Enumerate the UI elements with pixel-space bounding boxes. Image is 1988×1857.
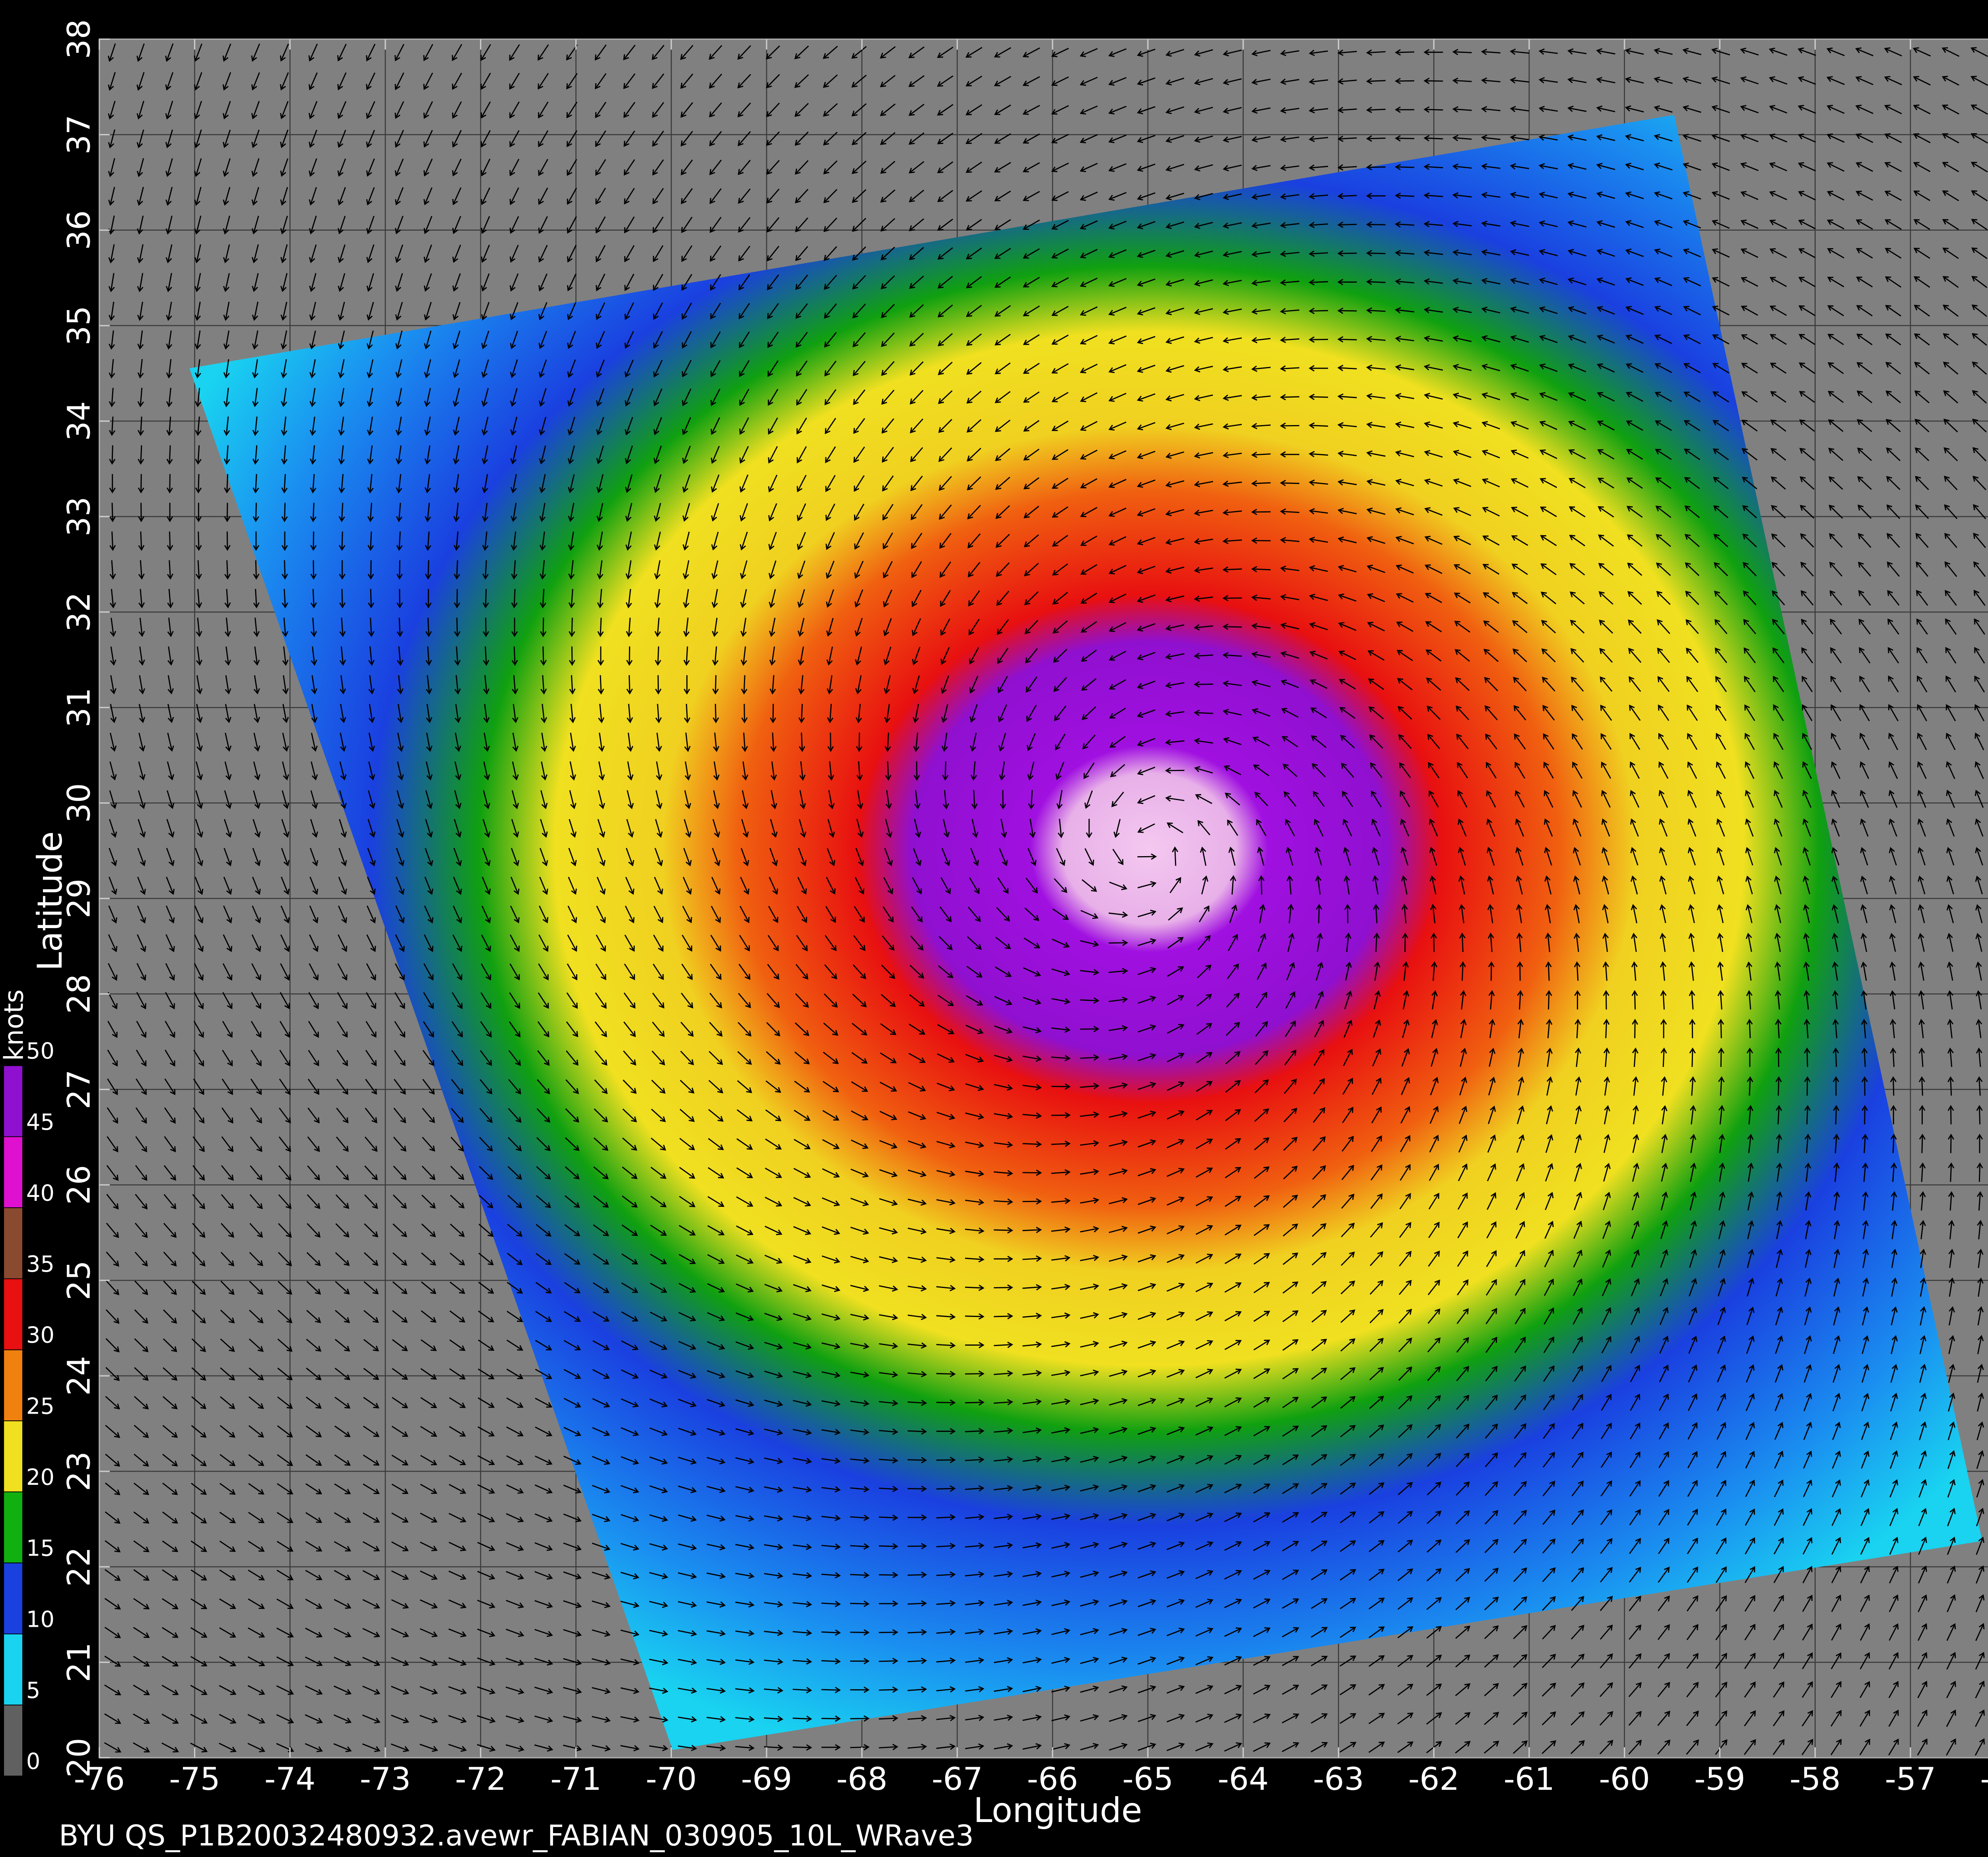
x-tick-label: -60 <box>1599 1761 1650 1797</box>
y-tick-label: 22 <box>60 1547 97 1587</box>
x-tick-label: -66 <box>1027 1761 1078 1797</box>
x-tick-label: -75 <box>169 1761 220 1797</box>
colorbar-swatch <box>4 1136 23 1208</box>
colorbar-swatch <box>4 1278 23 1350</box>
x-tick-label: -74 <box>264 1761 316 1797</box>
colorbar-swatch <box>4 1563 23 1634</box>
x-tick-label: -62 <box>1408 1761 1460 1797</box>
colorbar-tick-label: 10 <box>26 1606 54 1632</box>
wind-arrows <box>104 43 1988 1756</box>
y-tick-label: 35 <box>60 306 97 346</box>
x-tick-label: -59 <box>1694 1761 1745 1797</box>
y-tick-label: 36 <box>60 210 97 250</box>
colorbar-tick-label: 5 <box>26 1678 41 1704</box>
colorbar-tick-label: 35 <box>26 1251 54 1277</box>
colorbar-tick-label: 45 <box>26 1109 54 1135</box>
y-tick-label: 27 <box>60 1070 97 1109</box>
x-tick-label: -65 <box>1122 1761 1174 1797</box>
y-tick-label: 23 <box>60 1451 97 1491</box>
x-tick-label: -70 <box>646 1761 697 1797</box>
x-tick-label: -63 <box>1313 1761 1364 1797</box>
colorbar-swatch <box>4 1421 23 1492</box>
colorbar-label: knots <box>0 989 29 1061</box>
x-tick-label: -72 <box>455 1761 506 1797</box>
y-tick-label: 32 <box>60 592 97 632</box>
colorbar-tick-label: 0 <box>26 1749 41 1775</box>
colorbar-swatch <box>4 1208 23 1279</box>
y-tick-label: 28 <box>60 974 97 1014</box>
colorbar-swatch <box>4 1705 23 1776</box>
colorbar-swatch <box>4 1634 23 1705</box>
wind-swath <box>189 115 1982 1750</box>
y-axis-label: Latitude <box>31 831 70 971</box>
y-tick-label: 25 <box>60 1261 97 1300</box>
y-tick-label: 26 <box>60 1165 97 1205</box>
x-tick-label: -58 <box>1790 1761 1841 1797</box>
colorbar-tick-label: 30 <box>26 1323 54 1348</box>
y-tick-label: 30 <box>60 783 97 823</box>
x-tick-label: -57 <box>1885 1761 1936 1797</box>
colorbar-tick-label: 15 <box>26 1536 54 1562</box>
y-tick-label: 21 <box>60 1642 97 1682</box>
colorbar-tick-label: 40 <box>26 1180 54 1206</box>
colorbar-swatch <box>4 1492 23 1563</box>
y-tick-label: 33 <box>60 497 97 536</box>
x-tick-label: -71 <box>550 1761 602 1797</box>
y-tick-label: 37 <box>60 115 97 154</box>
x-axis-label: Longitude <box>973 1791 1142 1830</box>
y-tick-label: 29 <box>60 878 97 918</box>
x-tick-label: -73 <box>360 1761 411 1797</box>
axes: -76 -75 -74 -73 -72 -71 -70 -69 -68 -67 -66 -65 -64 -… <box>60 19 1988 1797</box>
x-tick-label: -56 <box>1980 1761 1988 1797</box>
colorbar: 0 5 10 15 20 25 30 35 40 45 50 <box>4 1038 54 1777</box>
colorbar-tick-label: 25 <box>26 1393 54 1419</box>
colorbar-tick-label: 20 <box>26 1465 54 1490</box>
y-tick-label: 38 <box>60 19 97 59</box>
y-tick-label: 34 <box>60 401 97 441</box>
y-tick-label: 20 <box>60 1738 97 1777</box>
y-tick-label: 31 <box>60 688 97 727</box>
x-tick-label: -69 <box>741 1761 792 1797</box>
x-tick-label: -76 <box>74 1761 125 1797</box>
x-tick-label: -61 <box>1504 1761 1555 1797</box>
colorbar-tick-label: 50 <box>26 1038 54 1064</box>
colorbar-swatch <box>4 1065 23 1137</box>
x-tick-label: -67 <box>932 1761 983 1797</box>
y-tick-label: 24 <box>60 1356 97 1396</box>
x-tick-label: -68 <box>836 1761 887 1797</box>
colorbar-swatch <box>4 1350 23 1421</box>
title: BYU QS_P1B20032480932.avewr_FABIAN_03090… <box>59 1819 974 1853</box>
x-tick-label: -64 <box>1217 1761 1269 1797</box>
